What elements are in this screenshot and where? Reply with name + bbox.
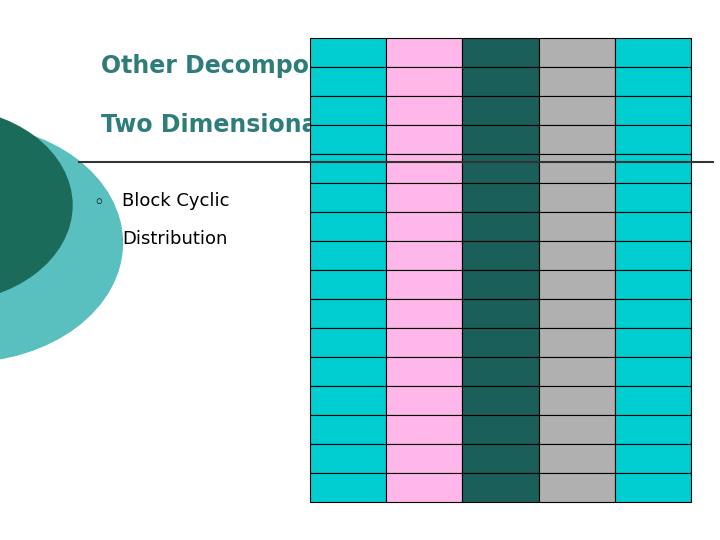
Bar bbox=[310, 386, 386, 415]
Bar bbox=[310, 183, 386, 212]
Bar bbox=[386, 125, 462, 154]
Bar bbox=[539, 241, 615, 270]
Bar bbox=[539, 357, 615, 386]
Bar bbox=[539, 183, 615, 212]
Bar bbox=[310, 212, 386, 241]
Bar bbox=[539, 38, 615, 67]
Text: Two Dimensional Data Distribution: Two Dimensional Data Distribution bbox=[101, 113, 564, 137]
Bar bbox=[462, 154, 539, 183]
Bar bbox=[462, 183, 539, 212]
Bar bbox=[386, 386, 462, 415]
Circle shape bbox=[0, 124, 122, 362]
Bar bbox=[539, 67, 615, 96]
Bar bbox=[310, 357, 386, 386]
Bar bbox=[462, 473, 539, 502]
Bar bbox=[615, 357, 691, 386]
Bar bbox=[386, 154, 462, 183]
Text: ◦: ◦ bbox=[94, 194, 104, 212]
Bar bbox=[462, 415, 539, 444]
Bar bbox=[615, 96, 691, 125]
Bar bbox=[386, 212, 462, 241]
Bar bbox=[539, 270, 615, 299]
Bar bbox=[615, 415, 691, 444]
Bar bbox=[386, 270, 462, 299]
Bar bbox=[615, 386, 691, 415]
Bar bbox=[615, 299, 691, 328]
Bar bbox=[615, 270, 691, 299]
Bar bbox=[539, 212, 615, 241]
Bar bbox=[386, 96, 462, 125]
Bar bbox=[462, 125, 539, 154]
Bar bbox=[462, 444, 539, 473]
Bar bbox=[462, 328, 539, 357]
Bar bbox=[539, 328, 615, 357]
Bar bbox=[539, 473, 615, 502]
Bar bbox=[386, 183, 462, 212]
Bar bbox=[462, 67, 539, 96]
Bar bbox=[386, 67, 462, 96]
Bar bbox=[386, 473, 462, 502]
Bar bbox=[462, 38, 539, 67]
Bar bbox=[386, 38, 462, 67]
Bar bbox=[615, 154, 691, 183]
Bar bbox=[310, 96, 386, 125]
Bar bbox=[310, 154, 386, 183]
Bar bbox=[386, 299, 462, 328]
Bar bbox=[462, 212, 539, 241]
Bar bbox=[462, 386, 539, 415]
Text: Other Decomposition Methods –: Other Decomposition Methods – bbox=[101, 54, 526, 78]
Bar bbox=[310, 125, 386, 154]
Bar bbox=[386, 328, 462, 357]
Bar bbox=[539, 415, 615, 444]
Bar bbox=[539, 96, 615, 125]
Bar bbox=[310, 38, 386, 67]
Bar bbox=[539, 154, 615, 183]
Bar bbox=[615, 473, 691, 502]
Bar bbox=[386, 415, 462, 444]
Bar bbox=[386, 357, 462, 386]
Bar bbox=[462, 299, 539, 328]
Bar bbox=[310, 328, 386, 357]
Bar bbox=[310, 415, 386, 444]
Bar bbox=[310, 270, 386, 299]
Bar bbox=[462, 241, 539, 270]
Bar bbox=[462, 357, 539, 386]
Bar bbox=[615, 328, 691, 357]
Bar bbox=[615, 125, 691, 154]
Bar bbox=[539, 299, 615, 328]
Bar bbox=[310, 299, 386, 328]
Text: Distribution: Distribution bbox=[122, 230, 228, 247]
Bar bbox=[615, 241, 691, 270]
Circle shape bbox=[0, 108, 72, 302]
Bar bbox=[539, 444, 615, 473]
Bar bbox=[615, 444, 691, 473]
Bar bbox=[462, 96, 539, 125]
Bar bbox=[615, 183, 691, 212]
Text: Block Cyclic: Block Cyclic bbox=[122, 192, 230, 210]
Bar bbox=[615, 212, 691, 241]
Bar bbox=[386, 241, 462, 270]
Bar bbox=[310, 241, 386, 270]
Bar bbox=[615, 38, 691, 67]
Bar bbox=[539, 386, 615, 415]
Bar bbox=[310, 67, 386, 96]
Bar bbox=[539, 125, 615, 154]
Bar bbox=[386, 444, 462, 473]
Bar bbox=[462, 270, 539, 299]
Bar bbox=[615, 67, 691, 96]
Bar bbox=[310, 473, 386, 502]
Bar bbox=[310, 444, 386, 473]
